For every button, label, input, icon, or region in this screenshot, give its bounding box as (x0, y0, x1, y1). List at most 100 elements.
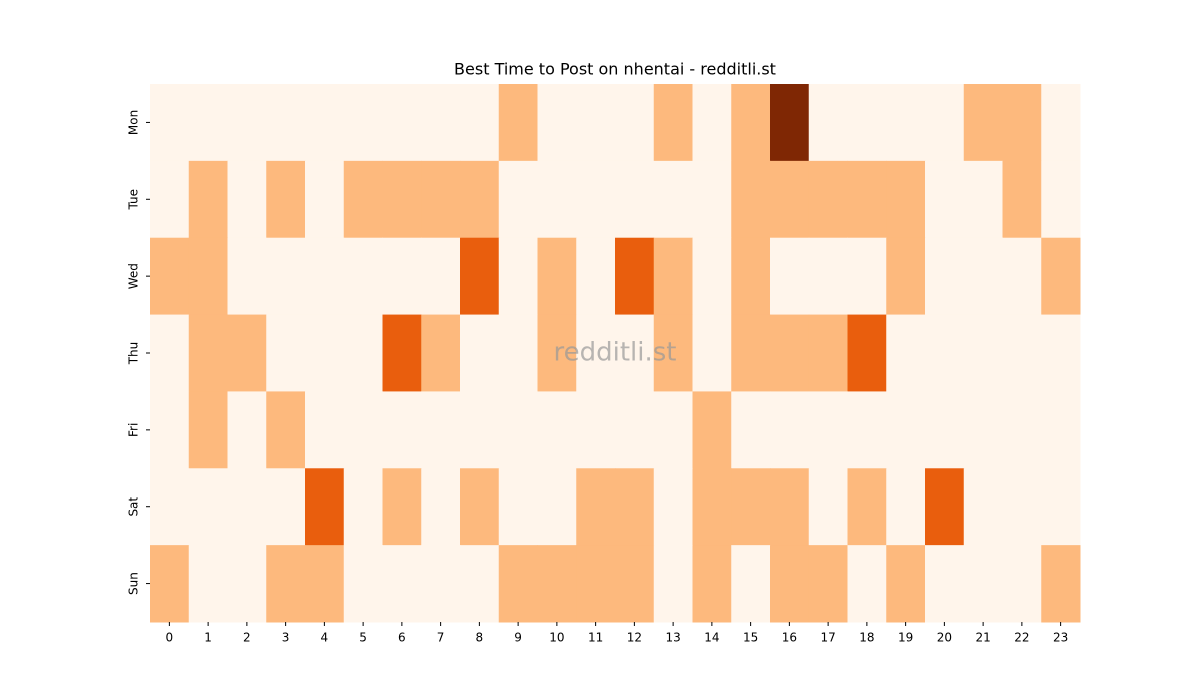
heatmap-cell (576, 160, 616, 239)
heatmap-cell (227, 314, 267, 392)
heatmap-cell (615, 314, 655, 392)
heatmap-cell (925, 468, 965, 546)
heatmap-cell (770, 314, 810, 392)
x-tick-label: 14 (704, 631, 719, 645)
heatmap-cell (150, 468, 190, 546)
heatmap-cell (343, 391, 383, 469)
heatmap-cell (498, 160, 538, 239)
heatmap-cell (847, 84, 887, 162)
heatmap-cell (537, 391, 577, 469)
heatmap-cell (847, 314, 887, 392)
x-tick-label: 20 (937, 631, 952, 645)
heatmap-cell (1002, 391, 1042, 469)
heatmap-cell (692, 314, 732, 392)
x-tick-label: 18 (859, 631, 874, 645)
heatmap-cell (770, 237, 810, 316)
x-tick-label: 22 (1014, 631, 1029, 645)
heatmap-cell (692, 545, 732, 623)
heatmap-cell (382, 84, 422, 162)
heatmap-cell (770, 545, 810, 623)
heatmap-cell (886, 160, 926, 239)
x-tick-label: 0 (166, 631, 174, 645)
heatmap-cell (808, 237, 848, 316)
y-tick-label: Sat (127, 497, 141, 517)
heatmap-cell (343, 84, 383, 162)
heatmap-cell (1002, 545, 1042, 623)
heatmap-cell (188, 391, 228, 469)
heatmap-cell (266, 237, 306, 316)
heatmap-cell (150, 545, 190, 623)
heatmap-cell (498, 314, 538, 392)
heatmap-cell (1041, 160, 1081, 239)
heatmap-cell (847, 468, 887, 546)
chart-title: Best Time to Post on nhentai - redditli.… (454, 60, 776, 79)
heatmap-cell (963, 391, 1003, 469)
heatmap-cell (731, 468, 771, 546)
heatmap-cell (886, 237, 926, 316)
heatmap-cell (731, 84, 771, 162)
heatmap-cell (150, 314, 190, 392)
heatmap-cell (925, 160, 965, 239)
heatmap-cell (537, 84, 577, 162)
heatmap-cell (266, 391, 306, 469)
heatmap-cell (421, 545, 461, 623)
x-tick-label: 17 (820, 631, 835, 645)
heatmap-cell (227, 545, 267, 623)
heatmap-cell (886, 545, 926, 623)
heatmap-cell (188, 468, 228, 546)
x-tick-label: 12 (627, 631, 642, 645)
heatmap-cell (266, 545, 306, 623)
heatmap-cell (963, 84, 1003, 162)
heatmap-cell (808, 160, 848, 239)
heatmap-cells (150, 84, 1081, 623)
heatmap-cell (770, 468, 810, 546)
heatmap-cell (343, 545, 383, 623)
y-tick-label: Mon (127, 110, 141, 135)
heatmap-cell (498, 84, 538, 162)
heatmap-cell (1002, 468, 1042, 546)
heatmap-cell (615, 391, 655, 469)
y-tick-label: Sun (127, 572, 141, 595)
heatmap-cell (421, 468, 461, 546)
heatmap-cell (537, 237, 577, 316)
heatmap-cell (576, 545, 616, 623)
heatmap-cell (847, 160, 887, 239)
heatmap-cell (925, 391, 965, 469)
heatmap-cell (150, 391, 190, 469)
heatmap-cell (1041, 237, 1081, 316)
heatmap-cell (886, 84, 926, 162)
heatmap-cell (1002, 84, 1042, 162)
heatmap-cell (615, 545, 655, 623)
y-tick-label: Tue (127, 189, 141, 211)
heatmap-cell (498, 237, 538, 316)
heatmap-cell (150, 84, 190, 162)
heatmap-cell (382, 237, 422, 316)
heatmap-cell (1041, 545, 1081, 623)
heatmap-cell (653, 468, 693, 546)
heatmap-cell (227, 468, 267, 546)
heatmap-cell (770, 84, 810, 162)
x-tick-label: 9 (514, 631, 522, 645)
heatmap-cell (808, 545, 848, 623)
heatmap-cell (266, 314, 306, 392)
heatmap-cell (692, 84, 732, 162)
heatmap-cell (886, 391, 926, 469)
heatmap-cell (343, 468, 383, 546)
heatmap-cell (227, 237, 267, 316)
heatmap-cell (615, 237, 655, 316)
heatmap-cell (653, 545, 693, 623)
heatmap-cell (305, 391, 345, 469)
heatmap-cell (382, 160, 422, 239)
x-tick-label: 21 (975, 631, 990, 645)
y-tick-label: Wed (127, 263, 141, 289)
heatmap-cell (963, 160, 1003, 239)
heatmap-cell (421, 237, 461, 316)
heatmap-cell (963, 545, 1003, 623)
heatmap-cell (266, 84, 306, 162)
heatmap-cell (925, 314, 965, 392)
heatmap-cell (808, 314, 848, 392)
heatmap-cell (227, 391, 267, 469)
heatmap-cell (731, 237, 771, 316)
watermark: redditli.st (554, 338, 677, 368)
